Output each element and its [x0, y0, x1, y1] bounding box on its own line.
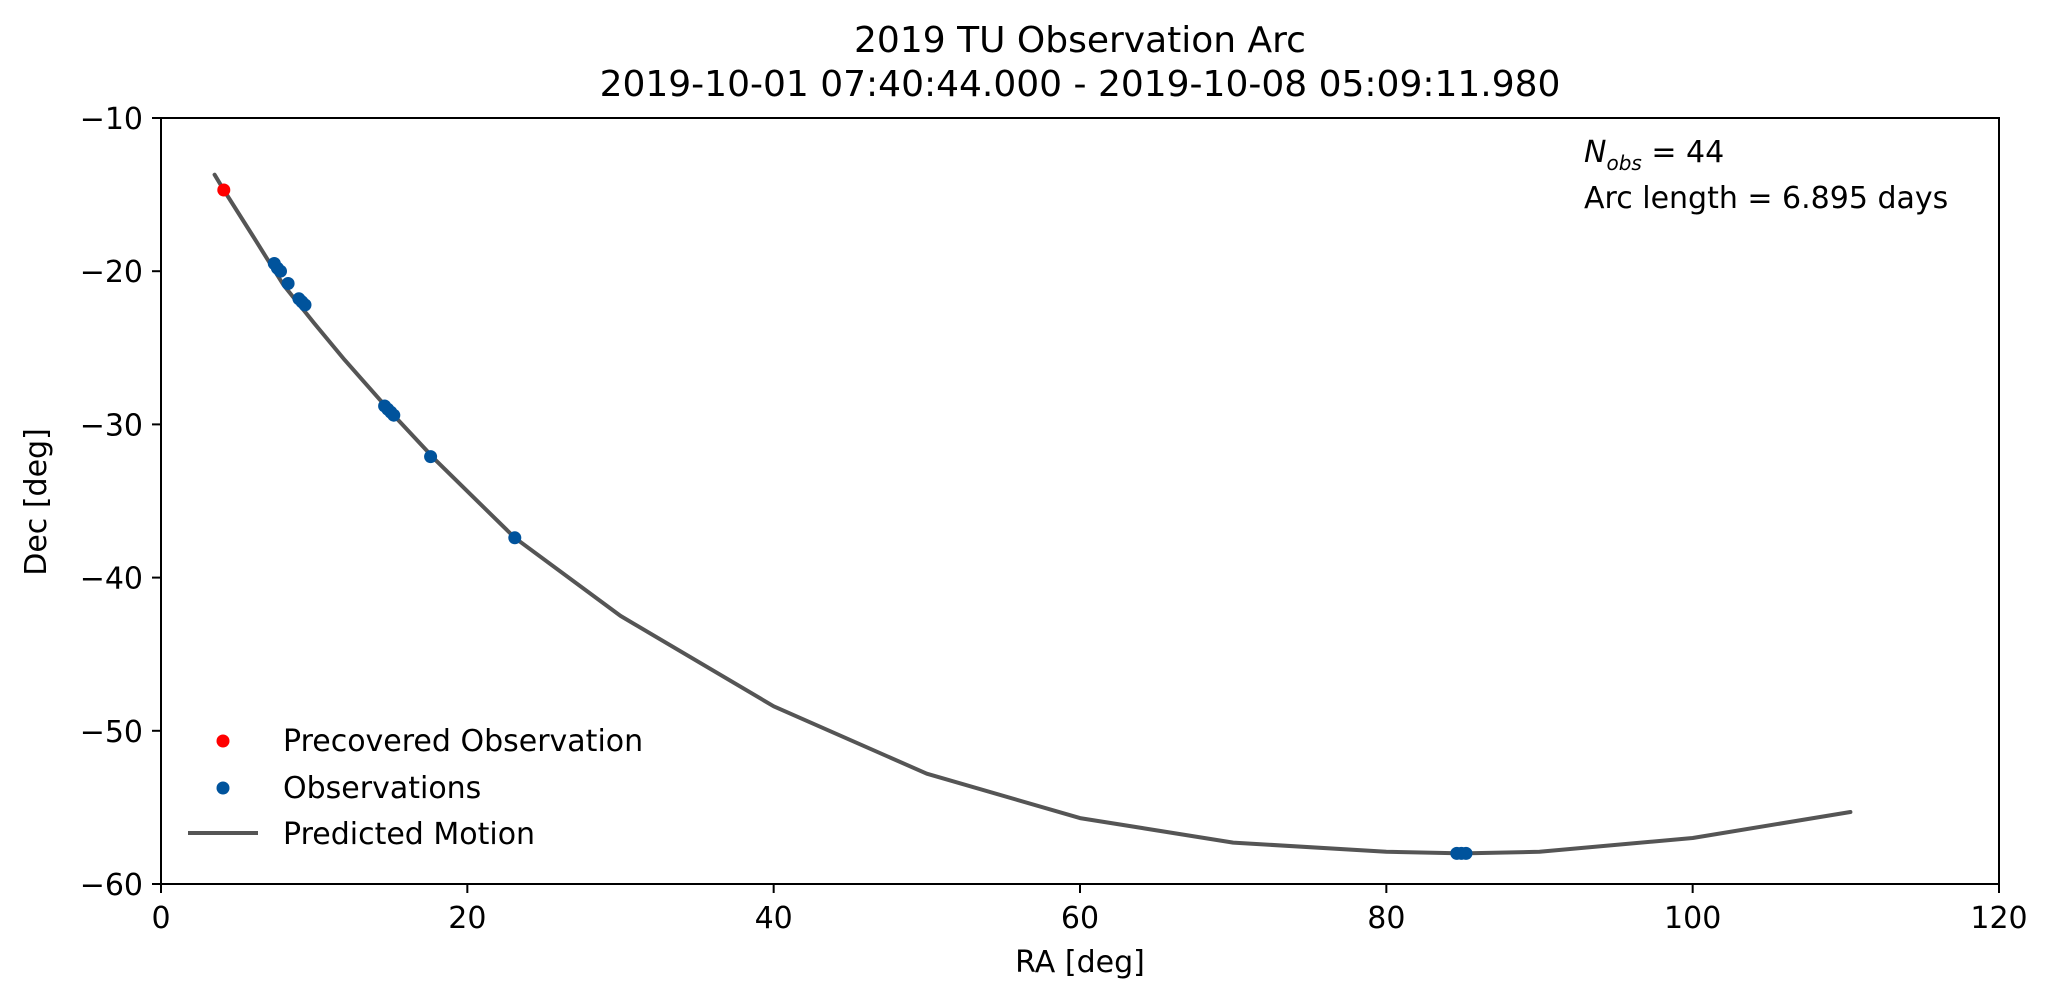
- observation-point: [274, 264, 287, 278]
- plot-area: [212, 172, 1853, 860]
- legend: Precovered Observation Observations Pred…: [188, 724, 643, 852]
- arc-length-annotation: Arc length = 6.895 days: [1584, 181, 1948, 216]
- legend-marker-precovered: [216, 734, 230, 748]
- observation-point: [387, 408, 401, 422]
- nobs-value: = 44: [1642, 135, 1724, 170]
- observation-point: [298, 298, 312, 312]
- observation-point: [508, 531, 522, 545]
- nobs-subscript: obs: [1606, 151, 1641, 175]
- x-axis-label: RA [deg]: [1015, 945, 1145, 980]
- annotation-box: Nobs = 44 Arc length = 6.895 days: [1584, 135, 1948, 216]
- nobs-symbol: N: [1584, 135, 1606, 170]
- y-tick-label: −10: [80, 102, 143, 137]
- x-tick-label: 20: [448, 901, 486, 936]
- observation-point: [281, 277, 295, 290]
- legend-label-observations: Observations: [283, 771, 481, 806]
- y-tick-label: −30: [80, 408, 143, 443]
- x-tick-label: 40: [755, 901, 793, 936]
- x-tick-label: 80: [1367, 901, 1405, 936]
- x-tick-label: 0: [151, 901, 170, 936]
- legend-label-precovered: Precovered Observation: [283, 724, 643, 759]
- y-tick-label: −60: [80, 868, 143, 903]
- x-tick-label: 60: [1061, 901, 1099, 936]
- observation-point: [424, 450, 438, 464]
- chart-title: 2019 TU Observation Arc: [854, 20, 1306, 61]
- y-tick-label: −20: [80, 255, 143, 290]
- legend-marker-observations: [216, 781, 230, 795]
- axis-ticks: 0 20 40 60 80 100 120 −60 −50 −40 −30 −20 −10: [80, 102, 2028, 936]
- legend-label-predicted: Predicted Motion: [283, 817, 535, 852]
- y-axis-label: Dec [deg]: [19, 428, 54, 576]
- y-tick-label: −40: [80, 562, 143, 597]
- chart-subtitle: 2019-10-01 07:40:44.000 - 2019-10-08 05:…: [600, 64, 1561, 105]
- x-tick-label: 120: [1970, 901, 2027, 936]
- nobs-annotation: Nobs = 44: [1584, 135, 1724, 175]
- y-tick-label: −50: [80, 715, 143, 750]
- observation-point: [1459, 846, 1473, 860]
- precovered-observation-point: [217, 183, 231, 197]
- x-tick-label: 100: [1664, 901, 1721, 936]
